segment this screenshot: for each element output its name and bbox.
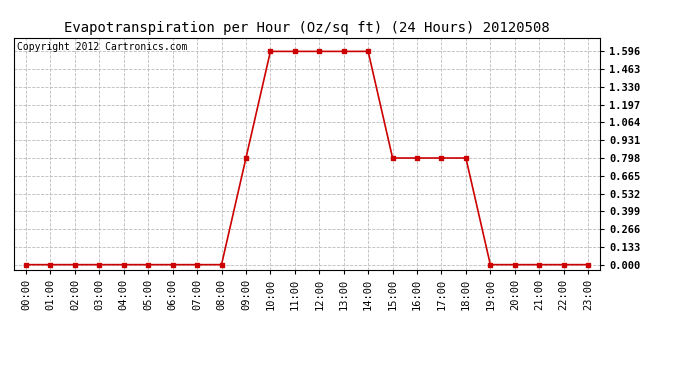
Text: Copyright 2012 Cartronics.com: Copyright 2012 Cartronics.com xyxy=(17,42,187,52)
Title: Evapotranspiration per Hour (Oz/sq ft) (24 Hours) 20120508: Evapotranspiration per Hour (Oz/sq ft) (… xyxy=(64,21,550,35)
